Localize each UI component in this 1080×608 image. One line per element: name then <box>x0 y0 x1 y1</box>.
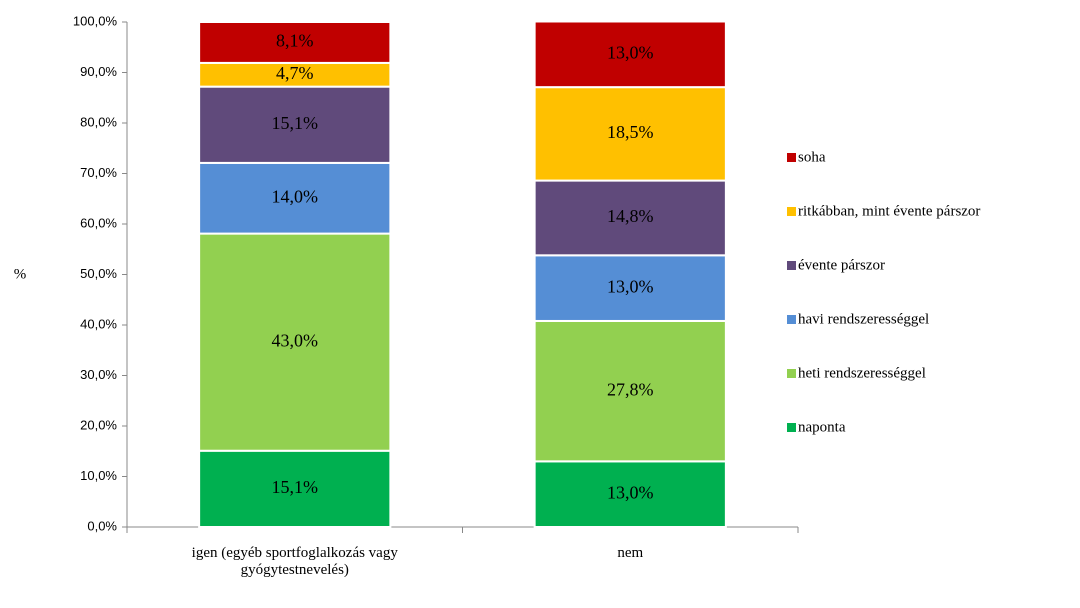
value-label: 15,1% <box>272 113 319 133</box>
y-tick-label: 80,0% <box>80 114 117 129</box>
legend-swatch <box>787 423 796 432</box>
bar-segment <box>198 21 392 64</box>
value-label: 18,5% <box>607 122 654 142</box>
legend-label: havi rendszerességgel <box>798 311 929 327</box>
legend-label: soha <box>798 149 826 165</box>
y-tick-label: 0,0% <box>87 518 117 533</box>
legend-swatch <box>787 369 796 378</box>
legend-label: naponta <box>798 419 846 435</box>
legend-swatch <box>787 207 796 216</box>
bar-segment <box>198 85 392 164</box>
y-tick-label: 70,0% <box>80 165 117 180</box>
y-tick-label: 60,0% <box>80 215 117 230</box>
bar-segment <box>533 86 727 182</box>
x-tick-label: nem <box>617 545 644 561</box>
bar-segment <box>533 319 727 463</box>
value-label: 13,0% <box>607 276 654 296</box>
y-tick-label: 20,0% <box>80 417 117 432</box>
bar-segment <box>198 232 392 452</box>
y-axis-label: % <box>14 266 27 282</box>
value-label: 8,1% <box>276 31 314 51</box>
bar-segment <box>533 460 727 529</box>
value-label: 13,0% <box>607 42 654 62</box>
y-tick-label: 100,0% <box>73 13 118 28</box>
bar-segment <box>198 449 392 528</box>
y-tick-label: 50,0% <box>80 266 117 281</box>
y-tick-label: 90,0% <box>80 64 117 79</box>
y-tick-label: 40,0% <box>80 316 117 331</box>
legend-label: heti rendszerességgel <box>798 365 926 381</box>
y-tick-label: 30,0% <box>80 367 117 382</box>
value-label: 4,7% <box>276 63 314 83</box>
legend-swatch <box>787 261 796 270</box>
x-tick-label: igen (egyéb sportfoglalkozás vagy gyógyt… <box>191 545 398 578</box>
y-tick-label: 10,0% <box>80 468 117 483</box>
legend-label: évente párszor <box>798 257 885 273</box>
value-label: 43,0% <box>272 330 319 350</box>
value-label: 15,1% <box>272 477 319 497</box>
bar-segment <box>533 254 727 322</box>
value-label: 27,8% <box>607 379 654 399</box>
legend-label: ritkábban, mint évente párszor <box>798 203 980 219</box>
legend-swatch <box>787 153 796 162</box>
value-label: 14,0% <box>272 186 319 206</box>
value-label: 14,8% <box>607 206 654 226</box>
value-label: 13,0% <box>607 482 654 502</box>
bar-segment <box>533 20 727 89</box>
legend-swatch <box>787 315 796 324</box>
bar-segment <box>198 161 392 235</box>
